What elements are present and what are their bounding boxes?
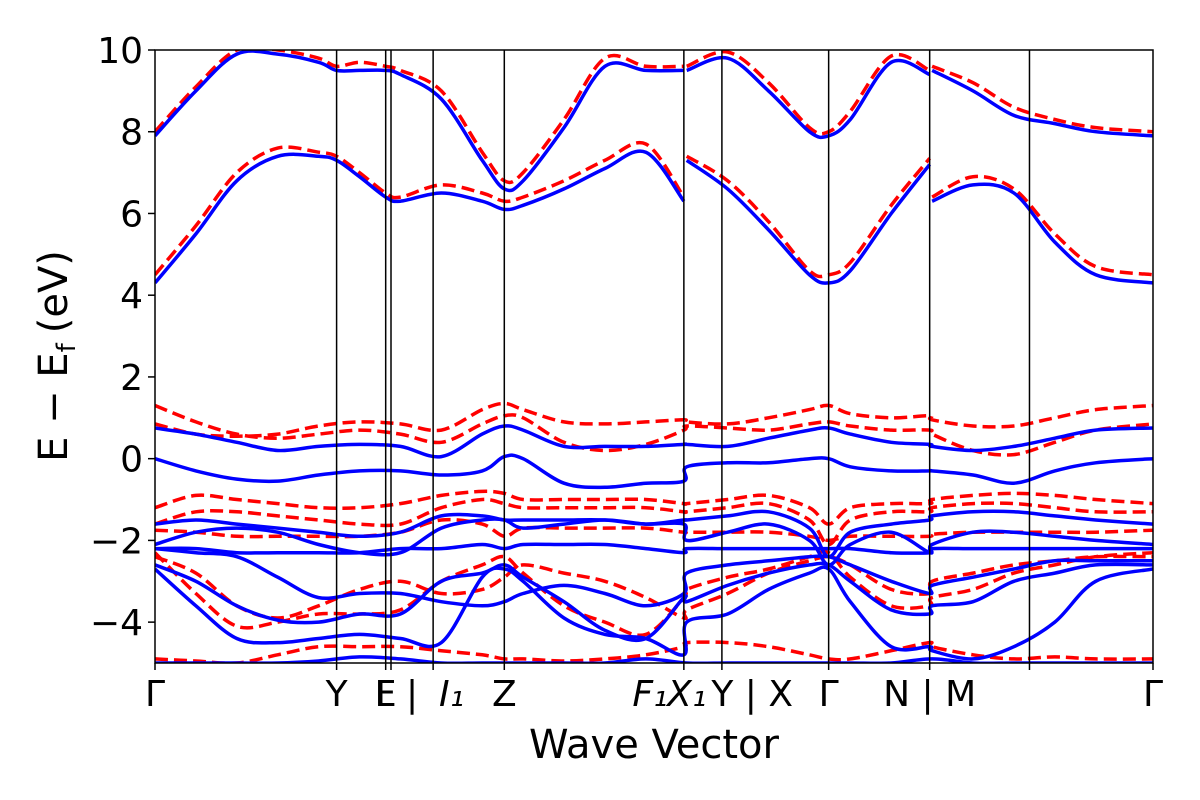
y-tick-label: 0 — [120, 440, 143, 481]
x-tick-label: Γ — [1143, 674, 1163, 715]
y-tick-label: 8 — [120, 113, 143, 154]
y-tick-label: 2 — [120, 358, 143, 399]
y-tick-label: 4 — [120, 276, 143, 317]
y-axis-ticks: −4 −2 0 2 4 6 8 10 — [90, 31, 155, 644]
y-axis-label-main: E − E — [31, 352, 77, 462]
x-tick-label: Γ — [819, 674, 839, 715]
x-axis-label: Wave Vector — [529, 722, 780, 768]
y-tick-label: −2 — [90, 521, 143, 562]
y-axis-label: E − Ef (eV) — [31, 250, 82, 462]
x-tick-label: Z — [492, 674, 517, 715]
x-tick-label: L | — [374, 674, 418, 715]
x-tick-label: X₁ — [665, 674, 706, 715]
y-axis-label-unit: (eV) — [31, 250, 77, 333]
x-tick-label: F₁ — [632, 674, 667, 715]
band-structure-chart: −4−20246810 Γ Y FL | I₁ Z F₁ X₁ Y | XΓN | MΓ W… — [0, 0, 1200, 800]
x-tick-label: N | M — [883, 674, 976, 715]
y-tick-label: −4 — [90, 603, 143, 644]
x-tick-label: Y | X — [710, 674, 793, 715]
x-tick-label: Y — [325, 674, 349, 715]
x-tick-label: Γ — [145, 674, 165, 715]
y-tick-label: 10 — [97, 31, 143, 72]
y-axis-label-sub: f — [52, 342, 82, 352]
y-tick-label: 6 — [120, 194, 143, 235]
x-tick-label: I₁ — [439, 674, 464, 715]
